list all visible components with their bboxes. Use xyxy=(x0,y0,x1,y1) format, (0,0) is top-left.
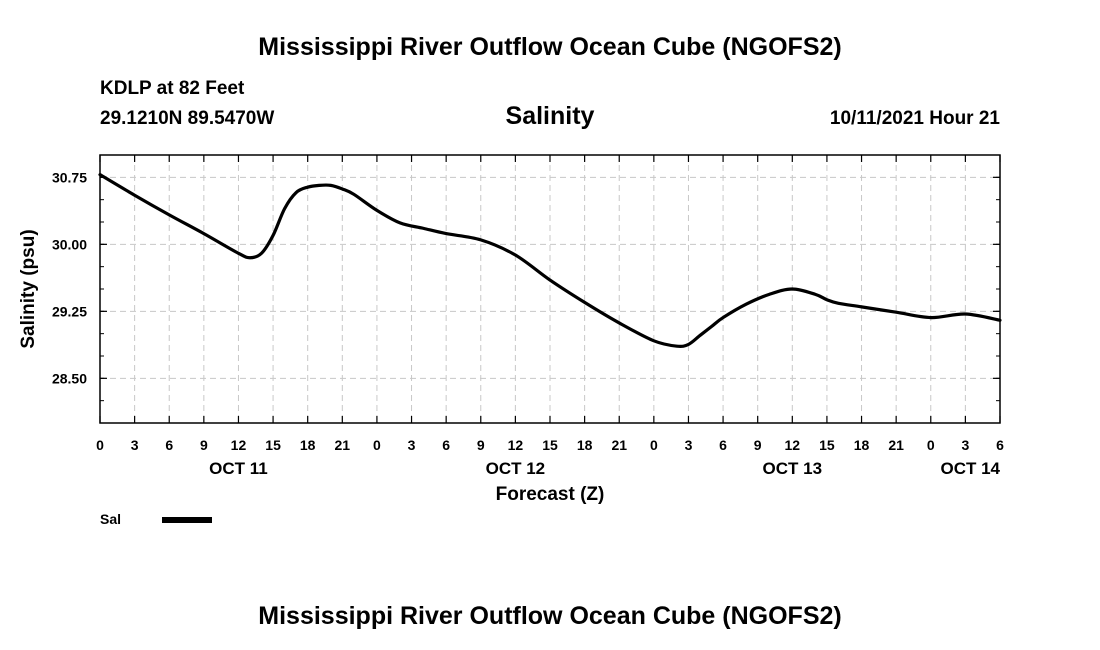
date-label: OCT 11 xyxy=(209,459,268,478)
y-tick-label: 28.50 xyxy=(52,370,87,386)
x-tick-label: 21 xyxy=(611,437,627,453)
x-tick-label: 6 xyxy=(442,437,450,453)
x-tick-label: 6 xyxy=(719,437,727,453)
x-tick-label: 12 xyxy=(785,437,801,453)
x-tick-label: 0 xyxy=(96,437,104,453)
x-tick-label: 18 xyxy=(577,437,593,453)
date-labels: OCT 11 OCT 12 OCT 13 OCT 14 xyxy=(209,459,1000,478)
y-axis-ticks: 30.75 30.00 29.25 28.50 xyxy=(52,154,1000,424)
date-label: OCT 13 xyxy=(763,459,823,478)
x-tick-label: 0 xyxy=(650,437,658,453)
series-line-sal xyxy=(98,173,1002,348)
x-tick-label: 12 xyxy=(508,437,524,453)
x-tick-label: 9 xyxy=(477,437,485,453)
x-tick-label: 3 xyxy=(685,437,693,453)
x-axis-label: Forecast (Z) xyxy=(496,484,605,505)
x-tick-label: 12 xyxy=(231,437,247,453)
x-axis-ticks: 0 3 6 9 12 15 18 21 0 3 6 9 12 15 18 21 0 3 6 9 12 15 18 21 0 3 6 xyxy=(96,155,1004,453)
x-tick-label: 9 xyxy=(754,437,762,453)
x-tick-label: 0 xyxy=(373,437,381,453)
y-tick-label: 29.25 xyxy=(52,303,87,319)
y-tick-label: 30.00 xyxy=(52,236,87,252)
legend: Sal xyxy=(100,511,212,527)
station-coords: 29.1210N 89.5470W xyxy=(100,108,274,129)
date-label: OCT 12 xyxy=(486,459,546,478)
x-tick-label: 9 xyxy=(200,437,208,453)
x-tick-label: 3 xyxy=(408,437,416,453)
x-tick-label: 15 xyxy=(542,437,558,453)
chart-main-title: Mississippi River Outflow Ocean Cube (NG… xyxy=(258,33,841,61)
x-tick-label: 6 xyxy=(165,437,173,453)
x-tick-label: 3 xyxy=(131,437,139,453)
y-tick-label: 30.75 xyxy=(52,169,87,185)
plot-title: Salinity xyxy=(506,102,595,130)
footer-title: Mississippi River Outflow Ocean Cube (NG… xyxy=(258,602,841,630)
y-axis-label: Salinity (psu) xyxy=(18,229,39,348)
x-tick-label: 18 xyxy=(300,437,316,453)
station-label: KDLP at 82 Feet xyxy=(100,78,245,99)
plot-frame xyxy=(99,154,1001,424)
x-tick-label: 0 xyxy=(927,437,935,453)
x-tick-label: 21 xyxy=(335,437,351,453)
grid-lines xyxy=(100,155,1000,423)
x-tick-label: 3 xyxy=(961,437,969,453)
x-tick-label: 15 xyxy=(819,437,835,453)
x-tick-label: 15 xyxy=(265,437,281,453)
x-tick-label: 6 xyxy=(996,437,1004,453)
series-group xyxy=(98,173,1002,348)
run-time-label: 10/11/2021 Hour 21 xyxy=(830,108,1000,129)
x-tick-label: 18 xyxy=(854,437,870,453)
legend-label-sal: Sal xyxy=(100,511,121,527)
x-tick-label: 21 xyxy=(888,437,904,453)
date-label: OCT 14 xyxy=(940,459,1000,478)
